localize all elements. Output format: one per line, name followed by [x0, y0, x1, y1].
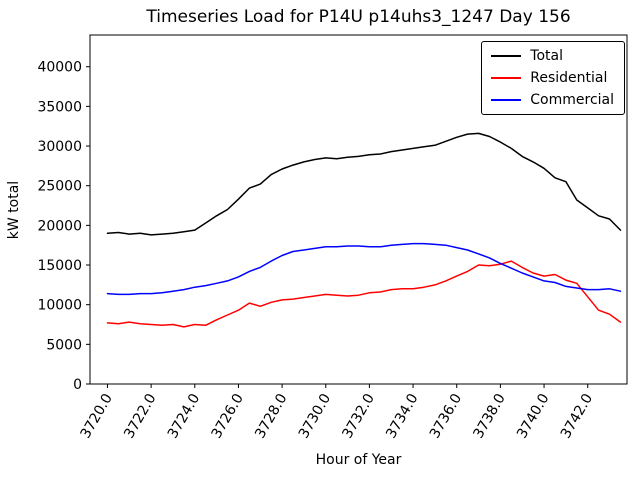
legend: Total Residential Commercial: [481, 41, 625, 115]
x-tick-label: 3736.0: [427, 391, 465, 441]
legend-line-commercial: [491, 99, 522, 101]
series-line-residential: [106, 260, 622, 328]
legend-label-total: Total: [530, 48, 563, 64]
x-tick-label: 3742.0: [558, 391, 596, 441]
x-tick-label: 3722.0: [121, 391, 159, 441]
y-tick-label: 25000: [37, 179, 82, 195]
x-tick-label: 3740.0: [514, 391, 552, 441]
legend-line-residential: [491, 77, 522, 79]
x-axis-label: Hour of Year: [315, 452, 402, 468]
x-tick-label: 3720.0: [78, 391, 116, 441]
y-tick-label: 0: [73, 377, 82, 393]
y-tick-label: 10000: [37, 298, 82, 314]
x-tick-label: 3728.0: [252, 391, 290, 441]
x-tick-label: 3724.0: [165, 391, 203, 441]
y-tick-label: 15000: [37, 258, 82, 274]
y-axis-label: kW total: [6, 180, 22, 240]
legend-item-residential: Residential: [491, 70, 614, 86]
legend-item-commercial: Commercial: [491, 92, 614, 108]
series-line-total: [106, 132, 622, 236]
x-tick-label: 3730.0: [296, 391, 334, 441]
legend-label-residential: Residential: [530, 70, 608, 86]
axes-frame: [89, 34, 628, 385]
y-tick-label: 30000: [37, 139, 82, 155]
legend-line-total: [491, 55, 522, 57]
y-tick-label: 35000: [37, 99, 82, 115]
chart-title: Timeseries Load for P14U p14uhs3_1247 Da…: [146, 7, 571, 27]
series-line-commercial: [106, 242, 622, 296]
x-tick-label: 3734.0: [383, 391, 421, 441]
x-tick-label: 3726.0: [209, 391, 247, 441]
y-tick-label: 40000: [37, 60, 82, 76]
x-tick-label: 3732.0: [340, 391, 378, 441]
x-tick-label: 3738.0: [470, 391, 508, 441]
legend-label-commercial: Commercial: [530, 92, 614, 108]
y-tick-label: 20000: [37, 218, 82, 234]
legend-item-total: Total: [491, 48, 614, 64]
y-tick-label: 5000: [46, 337, 82, 353]
